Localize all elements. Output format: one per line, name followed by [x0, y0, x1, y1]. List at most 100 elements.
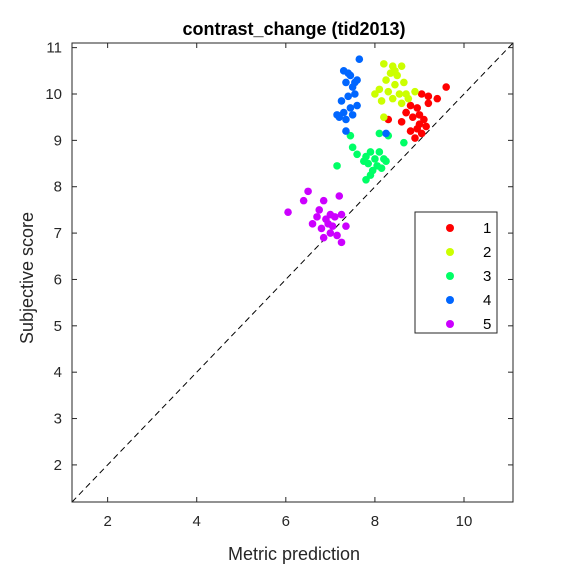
axis-ticks: 2 4 6 8 10 2 3 4 5 6 7 8 9 10 11 [45, 40, 513, 530]
data-point [317, 224, 326, 233]
data-point [355, 55, 364, 64]
legend-marker [446, 272, 454, 280]
data-point [348, 111, 357, 119]
legend-marker [446, 320, 454, 328]
data-point [417, 90, 426, 98]
data-point [315, 206, 324, 214]
data-point [384, 87, 393, 96]
series-4 [333, 55, 390, 138]
data-point [402, 108, 410, 117]
data-point [313, 213, 321, 221]
data-point [346, 104, 355, 112]
data-point [408, 113, 417, 121]
data-point [404, 94, 413, 103]
x-axis-title: Metric prediction [228, 544, 360, 564]
series-1 [384, 83, 450, 142]
data-point [331, 213, 339, 221]
y-axis-title: Subjective score [17, 212, 37, 344]
data-point [333, 162, 341, 170]
data-point [333, 111, 341, 119]
data-point [433, 94, 442, 103]
data-point [411, 87, 419, 96]
data-point [397, 99, 406, 108]
data-point [333, 231, 341, 240]
legend-label: 1 [483, 220, 491, 237]
y-tick-label: 3 [54, 411, 62, 428]
data-point [400, 78, 408, 87]
data-point [422, 122, 430, 131]
data-point [413, 104, 422, 112]
y-tick-label: 6 [54, 271, 62, 288]
legend-marker [446, 224, 454, 232]
y-tick-label: 4 [54, 364, 62, 381]
data-point [337, 238, 346, 247]
data-point [395, 90, 404, 98]
x-tick-label: 8 [371, 513, 379, 530]
data-point [417, 129, 426, 138]
data-point [335, 192, 344, 200]
data-point [375, 148, 384, 156]
data-point [319, 233, 328, 242]
y-tick-label: 10 [45, 86, 62, 103]
y-tick-label: 9 [54, 132, 62, 149]
data-point [319, 196, 328, 205]
data-point [391, 80, 399, 89]
data-point [308, 220, 317, 228]
data-point [380, 60, 388, 68]
data-point [391, 67, 399, 75]
legend-marker [446, 296, 454, 304]
data-point [344, 92, 352, 101]
data-point [342, 78, 350, 87]
data-point [351, 90, 359, 98]
data-point [337, 210, 346, 219]
data-point [400, 138, 408, 147]
x-tick-label: 4 [193, 513, 201, 530]
chart-title: contrast_change (tid2013) [182, 19, 405, 39]
legend: 1 2 3 4 5 [414, 211, 498, 334]
data-point [380, 113, 388, 121]
data-point [397, 62, 406, 70]
series-2 [371, 60, 419, 121]
x-tick-label: 2 [103, 513, 111, 530]
data-point [299, 196, 308, 205]
data-point [397, 118, 406, 126]
y-tick-label: 2 [54, 457, 62, 474]
identity-reference-line [71, 42, 514, 503]
data-point [326, 229, 335, 237]
data-points [284, 55, 450, 247]
data-point [284, 208, 292, 217]
data-point [382, 76, 390, 84]
plot-border [71, 42, 514, 503]
data-point [342, 115, 350, 124]
data-point [371, 155, 379, 163]
data-point [424, 99, 433, 108]
data-point [304, 187, 312, 196]
y-tick-label: 7 [54, 225, 62, 242]
legend-box [414, 211, 498, 334]
data-point [442, 83, 450, 91]
data-point [362, 175, 370, 184]
y-tick-label: 5 [54, 318, 62, 335]
data-point [351, 78, 359, 87]
legend-label: 3 [483, 268, 491, 285]
legend-label: 4 [483, 292, 491, 309]
data-point [406, 127, 415, 135]
legend-label: 2 [483, 244, 491, 261]
data-point [382, 129, 390, 138]
data-point [371, 90, 379, 98]
x-tick-label: 6 [282, 513, 290, 530]
legend-marker [446, 248, 454, 256]
data-point [382, 157, 390, 166]
data-point [406, 101, 415, 110]
data-point [328, 222, 337, 230]
data-point [377, 164, 386, 172]
data-point [353, 101, 361, 110]
data-point [348, 143, 357, 152]
x-tick-label: 10 [456, 513, 473, 530]
data-point [377, 97, 386, 105]
data-point [424, 92, 433, 101]
data-point [375, 129, 384, 138]
y-tick-label: 11 [46, 40, 62, 57]
legend-label: 5 [483, 316, 491, 333]
